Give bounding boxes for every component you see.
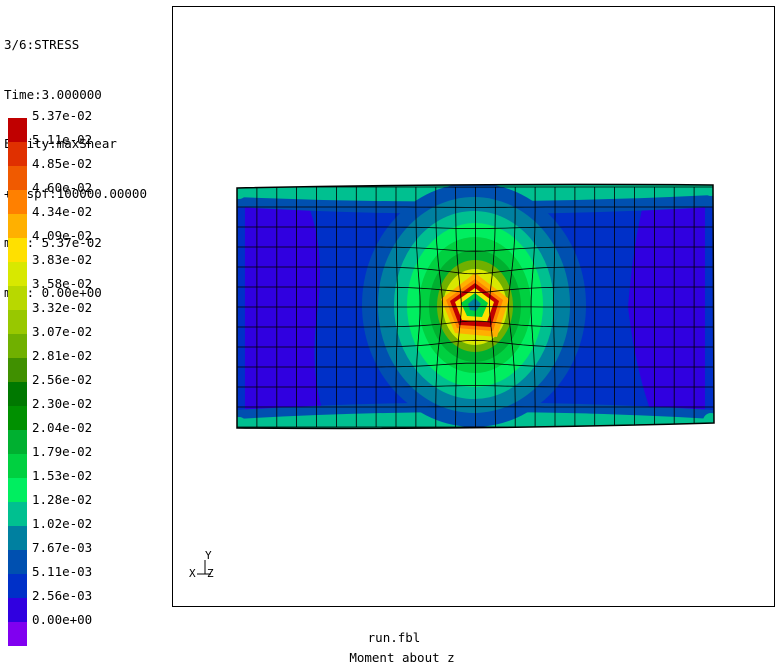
stress-contour-field — [237, 184, 714, 429]
legend-entry: 0.00e+00 — [8, 613, 168, 646]
mesh-line — [237, 362, 714, 368]
legend-entry: 1.02e-02 — [8, 517, 168, 550]
legend-entry: 2.04e-02 — [8, 421, 168, 454]
legend-entry: 4.34e-02 — [8, 205, 168, 238]
legend-swatch — [8, 334, 27, 358]
legend-swatch — [8, 406, 27, 430]
axis-triad: Y X Z — [189, 549, 214, 580]
legend-value-label: 3.32e-02 — [32, 300, 93, 315]
legend-value-label: 1.28e-02 — [32, 492, 93, 507]
legend-entry: 1.28e-02 — [8, 493, 168, 526]
legend-swatch — [8, 214, 27, 238]
axis-y-label: Y — [205, 549, 212, 562]
plate-outline — [236, 183, 715, 430]
legend-swatch — [8, 262, 27, 286]
legend-entry: 4.09e-02 — [8, 229, 168, 262]
legend-swatch — [8, 430, 27, 454]
legend-entry: 1.53e-02 — [8, 469, 168, 502]
legend-swatch — [8, 166, 27, 190]
legend-value-label: 5.11e-02 — [32, 132, 93, 147]
legend-value-label: 2.30e-02 — [32, 396, 93, 411]
mesh-line — [237, 320, 714, 328]
mesh-grid — [237, 186, 714, 428]
legend-swatch — [8, 526, 27, 550]
legend-value-label: 3.58e-02 — [32, 276, 93, 291]
legend-value-label: 3.83e-02 — [32, 252, 93, 267]
step-label: 3/6:STRESS — [4, 37, 80, 52]
legend-value-label: 5.37e-02 — [32, 108, 93, 123]
legend-swatch — [8, 382, 27, 406]
legend-swatch — [8, 142, 27, 166]
legend-entry: 3.07e-02 — [8, 325, 168, 358]
legend-value-label: 0.00e+00 — [32, 612, 93, 627]
legend-value-label: 1.02e-02 — [32, 516, 93, 531]
entity-label: Entity:maxShear — [4, 136, 117, 151]
legend-swatch — [8, 358, 27, 382]
legend-entry: 2.56e-02 — [8, 373, 168, 406]
legend-value-label: 4.34e-02 — [32, 204, 93, 219]
legend-value-label: 4.60e-02 — [32, 180, 93, 195]
fem-mesh-plot[interactable]: Y X Z — [173, 7, 774, 606]
legend-value-label: 4.85e-02 — [32, 156, 93, 171]
file-name-label: run.fbl — [367, 630, 421, 645]
legend-entry: 2.81e-02 — [8, 349, 168, 382]
mesh-line — [237, 385, 714, 388]
legend-entry: 3.83e-02 — [8, 253, 168, 286]
legend-value-label: 4.09e-02 — [32, 228, 93, 243]
legend-entry: 4.85e-02 — [8, 157, 168, 190]
legend-swatch — [8, 310, 27, 334]
legend-entry: 7.67e-03 — [8, 541, 168, 574]
mesh-line — [237, 266, 714, 275]
legend-swatch — [8, 454, 27, 478]
legend-value-label: 3.07e-02 — [32, 324, 93, 339]
legend-swatch — [8, 502, 27, 526]
legend-entry: 5.11e-03 — [8, 565, 168, 598]
legend-entry: 3.32e-02 — [8, 301, 168, 334]
model-viewport[interactable]: Y X Z — [172, 6, 775, 607]
axis-z-label: Z — [207, 567, 214, 580]
legend-entry: 4.60e-02 — [8, 181, 168, 214]
legend-entry: 1.79e-02 — [8, 445, 168, 478]
legend-entry: 3.58e-02 — [8, 277, 168, 310]
legend-entry: 2.30e-02 — [8, 397, 168, 430]
legend-swatch — [8, 238, 27, 262]
legend-value-label: 2.04e-02 — [32, 420, 93, 435]
legend-entry: 5.37e-02 — [8, 109, 168, 142]
legend-swatch — [8, 622, 27, 646]
dispf-label: +Dispf:100000.00000 — [4, 185, 147, 201]
legend-swatch — [8, 118, 27, 142]
mesh-line — [237, 339, 714, 348]
legend-swatch — [8, 598, 27, 622]
legend-entry: 5.11e-02 — [8, 133, 168, 166]
legend-swatch — [8, 478, 27, 502]
axis-x-label: X — [189, 567, 196, 580]
legend-value-label: 1.53e-02 — [32, 468, 93, 483]
legend-value-label: 7.67e-03 — [32, 540, 93, 555]
legend-value-label: 5.11e-03 — [32, 564, 93, 579]
legend-swatch — [8, 550, 27, 574]
legend-value-label: 2.81e-02 — [32, 348, 93, 363]
legend-value-label: 2.56e-03 — [32, 588, 93, 603]
mesh-line — [237, 226, 714, 229]
legend-value-label: 1.79e-02 — [32, 444, 93, 459]
mesh-line — [237, 286, 714, 294]
plot-caption: Moment about z — [349, 650, 455, 665]
time-label: Time:3.000000 — [4, 86, 102, 102]
legend-value-label: 2.56e-02 — [32, 372, 93, 387]
legend-entry: 2.56e-03 — [8, 589, 168, 622]
mesh-line — [237, 246, 714, 252]
legend-swatch — [8, 286, 27, 310]
legend-swatch — [8, 190, 27, 214]
legend-swatch — [8, 574, 27, 598]
